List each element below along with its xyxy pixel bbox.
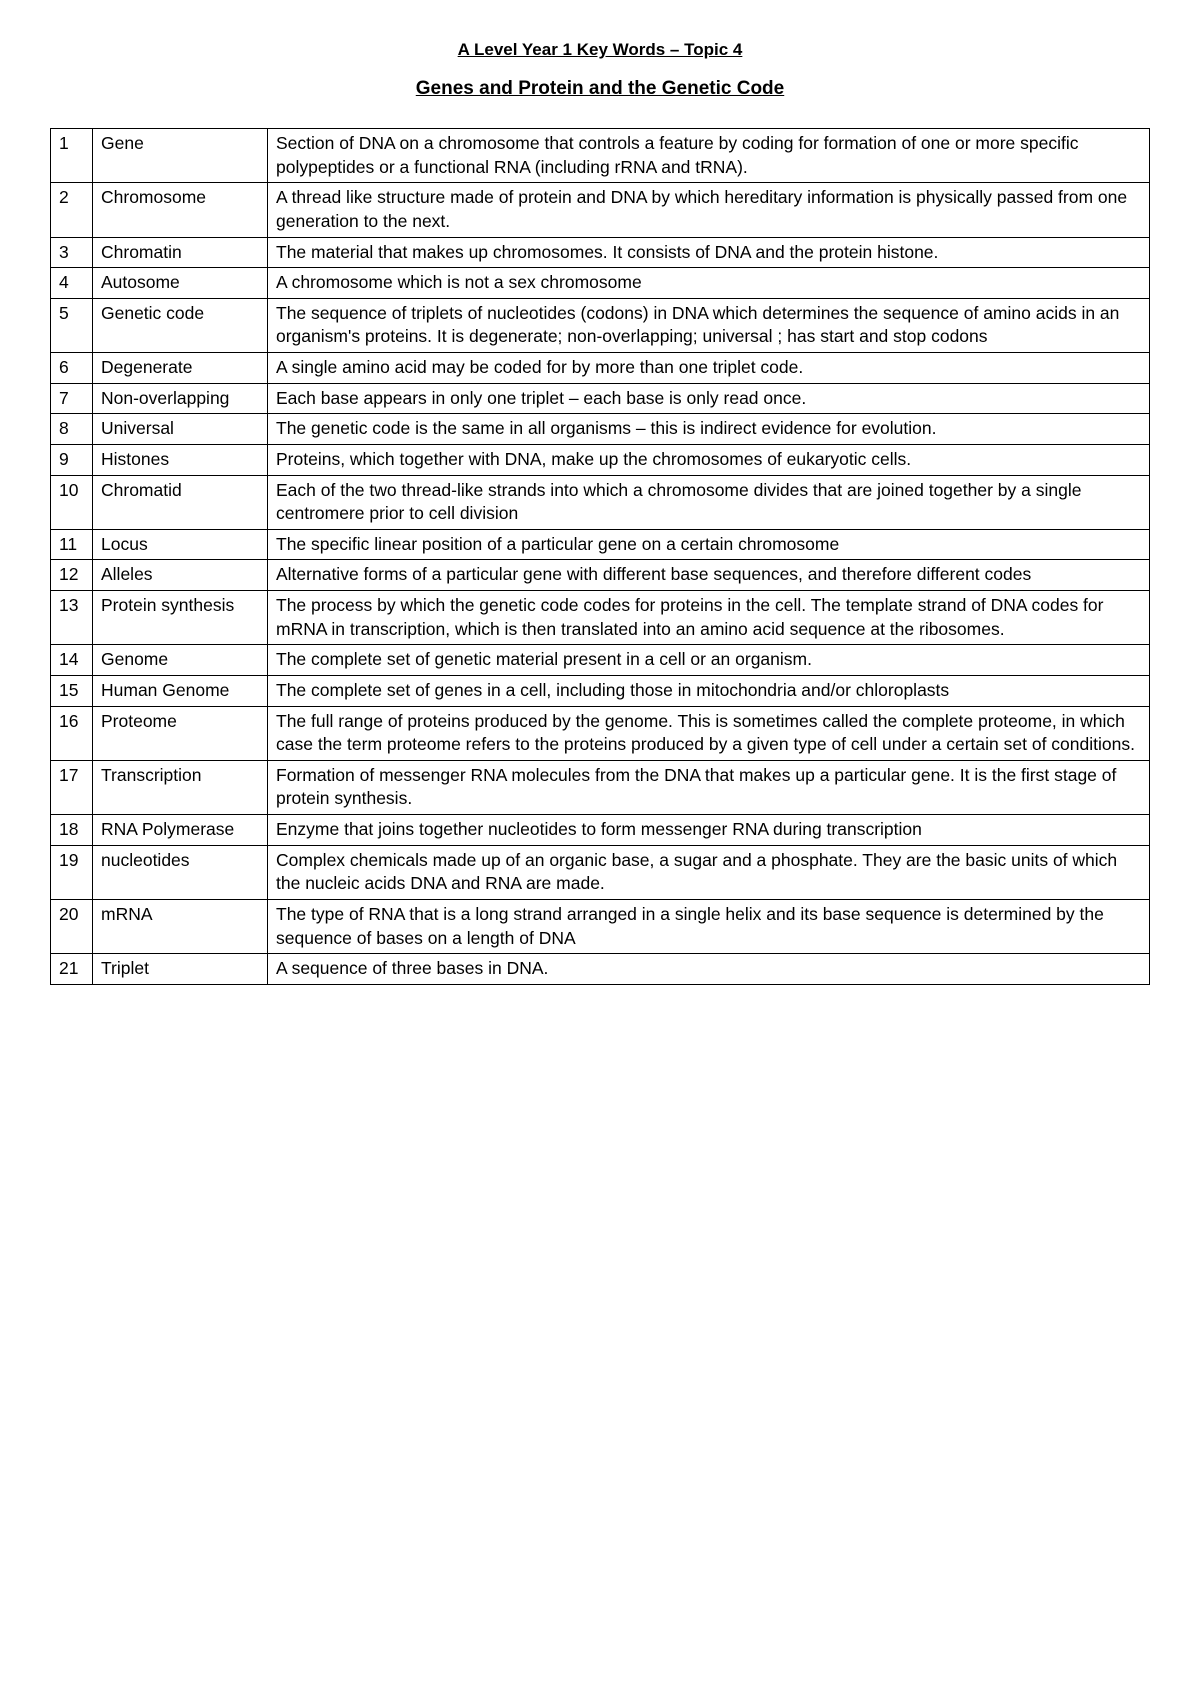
row-term: Autosome	[93, 268, 268, 299]
row-number: 8	[51, 414, 93, 445]
row-definition: Proteins, which together with DNA, make …	[268, 444, 1150, 475]
row-number: 19	[51, 845, 93, 899]
row-definition: Each of the two thread-like strands into…	[268, 475, 1150, 529]
row-number: 16	[51, 706, 93, 760]
row-term: RNA Polymerase	[93, 815, 268, 846]
table-row: 6DegenerateA single amino acid may be co…	[51, 353, 1150, 384]
row-definition: The complete set of genetic material pre…	[268, 645, 1150, 676]
row-definition: Enzyme that joins together nucleotides t…	[268, 815, 1150, 846]
row-number: 18	[51, 815, 93, 846]
row-term: Protein synthesis	[93, 591, 268, 645]
row-term: Triplet	[93, 954, 268, 985]
table-row: 2ChromosomeA thread like structure made …	[51, 183, 1150, 237]
row-term: Chromatin	[93, 237, 268, 268]
table-row: 15Human GenomeThe complete set of genes …	[51, 675, 1150, 706]
row-number: 3	[51, 237, 93, 268]
row-term: Alleles	[93, 560, 268, 591]
row-term: Universal	[93, 414, 268, 445]
row-number: 20	[51, 899, 93, 953]
table-row: 10ChromatidEach of the two thread-like s…	[51, 475, 1150, 529]
table-row: 3ChromatinThe material that makes up chr…	[51, 237, 1150, 268]
table-row: 1GeneSection of DNA on a chromosome that…	[51, 129, 1150, 183]
row-term: Proteome	[93, 706, 268, 760]
row-definition: The material that makes up chromosomes. …	[268, 237, 1150, 268]
table-row: 5Genetic codeThe sequence of triplets of…	[51, 298, 1150, 352]
table-row: 7Non-overlappingEach base appears in onl…	[51, 383, 1150, 414]
row-number: 6	[51, 353, 93, 384]
row-number: 2	[51, 183, 93, 237]
row-term: Genetic code	[93, 298, 268, 352]
table-row: 14GenomeThe complete set of genetic mate…	[51, 645, 1150, 676]
row-number: 13	[51, 591, 93, 645]
table-row: 11LocusThe specific linear position of a…	[51, 529, 1150, 560]
row-number: 21	[51, 954, 93, 985]
row-term: Gene	[93, 129, 268, 183]
row-definition: Complex chemicals made up of an organic …	[268, 845, 1150, 899]
row-number: 12	[51, 560, 93, 591]
row-number: 14	[51, 645, 93, 676]
row-definition: The sequence of triplets of nucleotides …	[268, 298, 1150, 352]
row-definition: The specific linear position of a partic…	[268, 529, 1150, 560]
row-definition: Alternative forms of a particular gene w…	[268, 560, 1150, 591]
row-term: Degenerate	[93, 353, 268, 384]
row-definition: The type of RNA that is a long strand ar…	[268, 899, 1150, 953]
row-definition: Section of DNA on a chromosome that cont…	[268, 129, 1150, 183]
table-row: 13Protein synthesisThe process by which …	[51, 591, 1150, 645]
row-term: Human Genome	[93, 675, 268, 706]
row-term: Chromatid	[93, 475, 268, 529]
table-row: 9HistonesProteins, which together with D…	[51, 444, 1150, 475]
row-number: 10	[51, 475, 93, 529]
row-term: nucleotides	[93, 845, 268, 899]
page-heading-2: Genes and Protein and the Genetic Code	[50, 78, 1150, 100]
row-number: 5	[51, 298, 93, 352]
table-row: 20mRNAThe type of RNA that is a long str…	[51, 899, 1150, 953]
row-term: Genome	[93, 645, 268, 676]
table-row: 21TripletA sequence of three bases in DN…	[51, 954, 1150, 985]
row-number: 11	[51, 529, 93, 560]
row-number: 9	[51, 444, 93, 475]
row-definition: A single amino acid may be coded for by …	[268, 353, 1150, 384]
row-term: Locus	[93, 529, 268, 560]
table-row: 17TranscriptionFormation of messenger RN…	[51, 760, 1150, 814]
row-definition: A sequence of three bases in DNA.	[268, 954, 1150, 985]
table-row: 12AllelesAlternative forms of a particul…	[51, 560, 1150, 591]
row-number: 4	[51, 268, 93, 299]
row-number: 15	[51, 675, 93, 706]
row-definition: A chromosome which is not a sex chromoso…	[268, 268, 1150, 299]
row-number: 7	[51, 383, 93, 414]
row-definition: The full range of proteins produced by t…	[268, 706, 1150, 760]
table-row: 19nucleotidesComplex chemicals made up o…	[51, 845, 1150, 899]
row-definition: The genetic code is the same in all orga…	[268, 414, 1150, 445]
row-definition: A thread like structure made of protein …	[268, 183, 1150, 237]
row-number: 17	[51, 760, 93, 814]
row-term: Histones	[93, 444, 268, 475]
page-heading-1: A Level Year 1 Key Words – Topic 4	[50, 40, 1150, 60]
row-definition: The process by which the genetic code co…	[268, 591, 1150, 645]
row-term: mRNA	[93, 899, 268, 953]
row-number: 1	[51, 129, 93, 183]
row-term: Chromosome	[93, 183, 268, 237]
table-row: 18RNA PolymeraseEnzyme that joins togeth…	[51, 815, 1150, 846]
table-row: 16ProteomeThe full range of proteins pro…	[51, 706, 1150, 760]
row-term: Transcription	[93, 760, 268, 814]
row-definition: The complete set of genes in a cell, inc…	[268, 675, 1150, 706]
keywords-table: 1GeneSection of DNA on a chromosome that…	[50, 128, 1150, 985]
row-term: Non-overlapping	[93, 383, 268, 414]
table-row: 4AutosomeA chromosome which is not a sex…	[51, 268, 1150, 299]
table-row: 8UniversalThe genetic code is the same i…	[51, 414, 1150, 445]
row-definition: Formation of messenger RNA molecules fro…	[268, 760, 1150, 814]
row-definition: Each base appears in only one triplet – …	[268, 383, 1150, 414]
